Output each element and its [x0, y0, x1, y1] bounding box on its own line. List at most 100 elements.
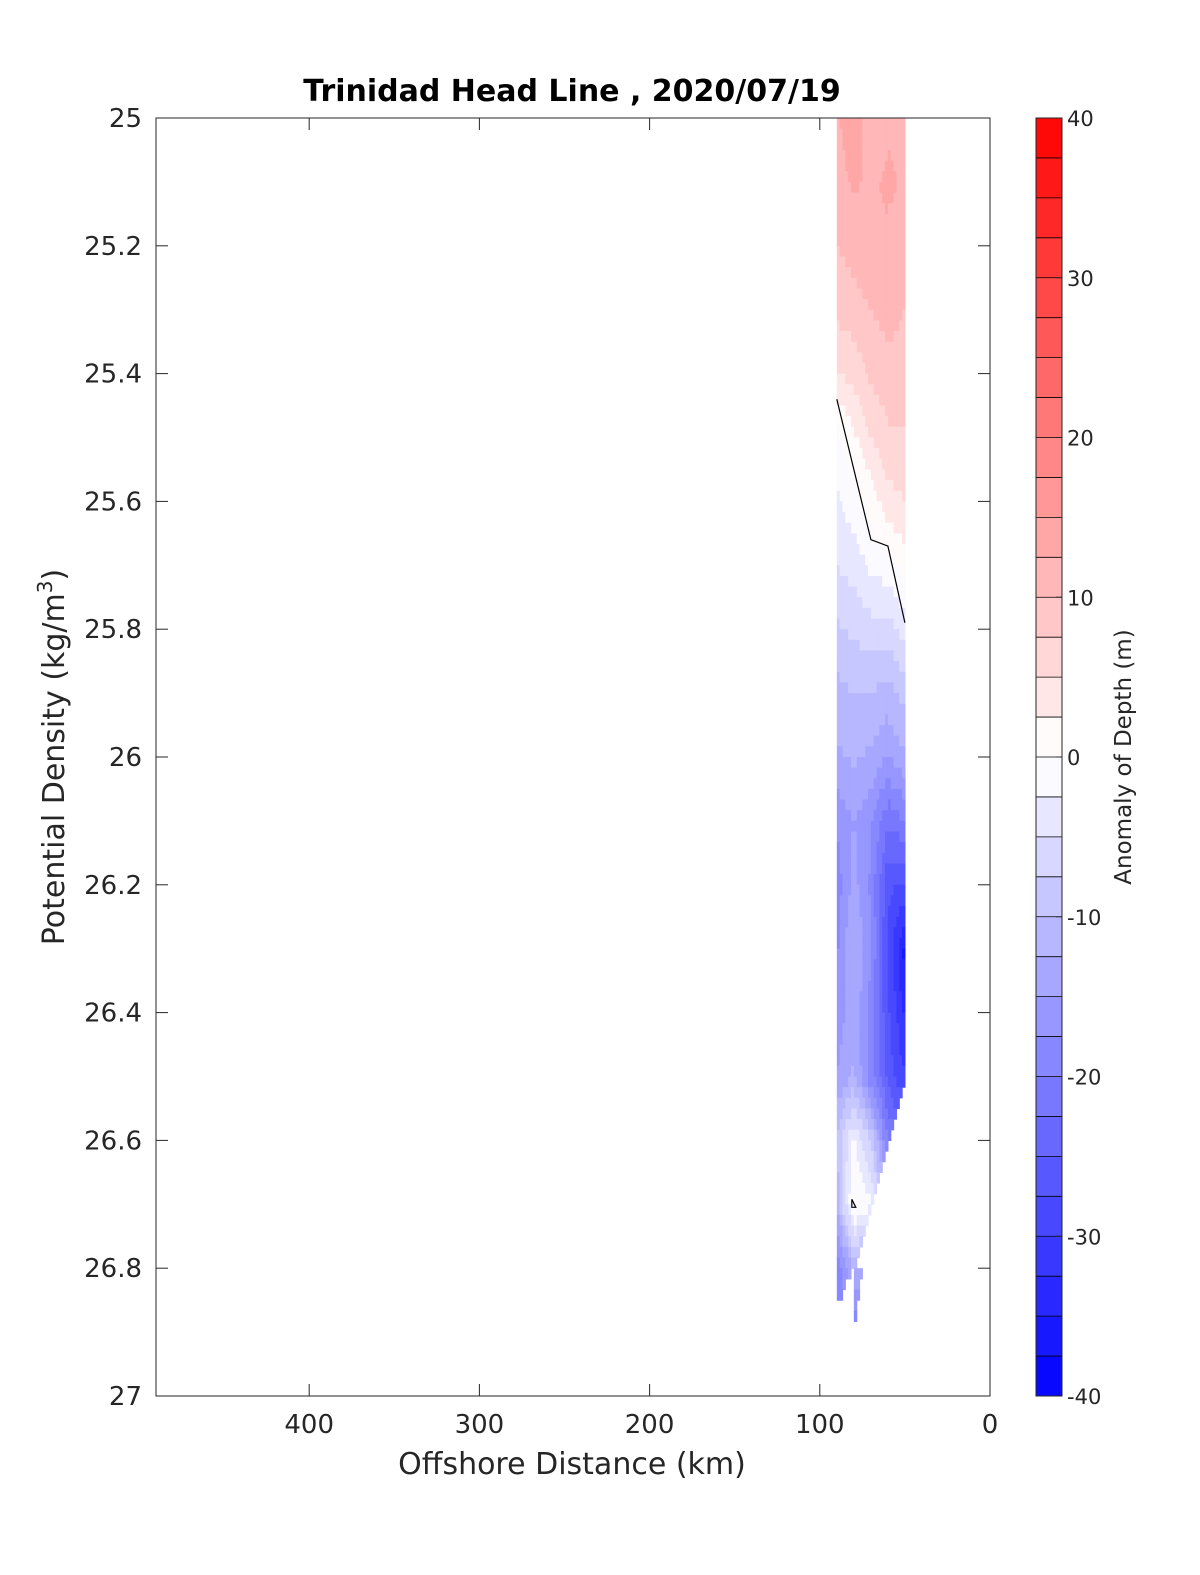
y-axis-label-superscript: 3: [33, 580, 57, 593]
colorbar-tick-label: 30: [1067, 267, 1094, 291]
contour-cell: [870, 820, 875, 833]
contour-cell: [899, 426, 903, 439]
contour-cell: [870, 831, 875, 843]
contour-cell: [887, 426, 892, 439]
contour-cell: [848, 490, 852, 502]
contour-cell: [839, 788, 844, 801]
contour-cell: [839, 373, 844, 385]
contour-cell: [856, 1172, 861, 1184]
contour-cell: [865, 1055, 869, 1067]
contour-cell: [896, 203, 900, 215]
contour-cell: [885, 991, 889, 1003]
contour-cell: [865, 1033, 869, 1046]
contour-cell: [853, 650, 858, 662]
contour-cell: [836, 544, 841, 556]
contour-cell: [893, 405, 897, 417]
contour-cell: [870, 544, 875, 556]
contour-cell: [893, 352, 897, 364]
contour-cell: [856, 703, 861, 715]
contour-cell: [902, 618, 906, 630]
contour-cell: [890, 639, 895, 652]
contour-cell: [876, 1129, 880, 1141]
contour-cell: [876, 703, 880, 715]
contour-cell: [836, 416, 841, 428]
contour-cell: [873, 863, 878, 875]
contour-cell: [868, 778, 872, 790]
contour-cell: [859, 1065, 863, 1078]
contour-cell: [848, 565, 852, 577]
contour-cell: [899, 970, 903, 982]
contour-cell: [879, 139, 883, 151]
contour-cell: [862, 480, 866, 492]
contour-cell: [876, 469, 880, 481]
contour-cell: [899, 160, 903, 172]
contour-cell: [865, 320, 869, 332]
contour-cell: [842, 1076, 846, 1088]
contour-cell: [870, 618, 875, 630]
contour-cell: [845, 181, 849, 194]
contour-cell: [842, 874, 846, 886]
contour-cell: [879, 437, 883, 449]
contour-cell: [870, 384, 875, 396]
contour-cell: [882, 352, 886, 364]
contour-cell: [882, 938, 886, 950]
contour-cell: [876, 842, 880, 854]
contour-cell: [862, 970, 866, 982]
contour-cell: [873, 916, 878, 928]
contour-cell: [902, 852, 906, 865]
contour-cell: [839, 416, 844, 428]
contour-cell: [893, 213, 897, 226]
contour-cell: [845, 320, 849, 332]
contour-cell: [876, 810, 880, 822]
contour-cell: [845, 245, 849, 258]
contour-cell: [851, 373, 855, 385]
contour-cell: [839, 277, 844, 289]
contour-cell: [842, 320, 846, 332]
contour-cell: [893, 1108, 897, 1120]
contour-cell: [851, 522, 855, 534]
contour-cell: [862, 799, 866, 811]
contour-cell: [862, 959, 866, 971]
contour-cell: [836, 1246, 841, 1259]
contour-cell: [853, 746, 858, 758]
contour-cell: [887, 331, 892, 343]
contour-cell: [887, 544, 892, 556]
contour-cell: [876, 1076, 880, 1088]
contour-cell: [876, 938, 880, 950]
contour-cell: [870, 235, 875, 247]
contour-cell: [899, 554, 903, 566]
contour-cell: [868, 1140, 872, 1152]
contour-cell: [876, 128, 880, 140]
contour-cell: [887, 884, 892, 897]
contour-cell: [853, 831, 858, 843]
contour-cell: [865, 1214, 869, 1227]
contour-cell: [851, 288, 855, 300]
contour-cell: [873, 1023, 878, 1035]
contour-cell: [887, 1108, 892, 1120]
contour-cell: [865, 778, 869, 790]
contour-cell: [876, 160, 880, 172]
contour-cell: [882, 224, 886, 236]
contour-cell: [842, 1183, 846, 1195]
contour-cell: [876, 927, 880, 939]
contour-cell: [845, 352, 849, 364]
contour-cell: [865, 501, 869, 513]
contour-cell: [851, 1246, 855, 1259]
contour-cell: [902, 842, 906, 854]
contour-cell: [882, 1012, 886, 1024]
contour-cell: [887, 288, 892, 300]
contour-cell: [887, 1087, 892, 1099]
contour-cell: [893, 1076, 897, 1088]
contour-cell: [879, 544, 883, 556]
contour-cell: [873, 171, 878, 183]
contour-cell: [839, 1236, 844, 1248]
contour-cell: [859, 661, 863, 673]
contour-cell: [853, 341, 858, 353]
contour-cell: [848, 1097, 852, 1110]
contour-cell: [851, 1183, 855, 1195]
contour-cell: [890, 565, 895, 577]
contour-cell: [862, 906, 866, 918]
contour-cell: [865, 916, 869, 928]
contour-cell: [887, 810, 892, 822]
colorbar-band: [1036, 597, 1062, 638]
